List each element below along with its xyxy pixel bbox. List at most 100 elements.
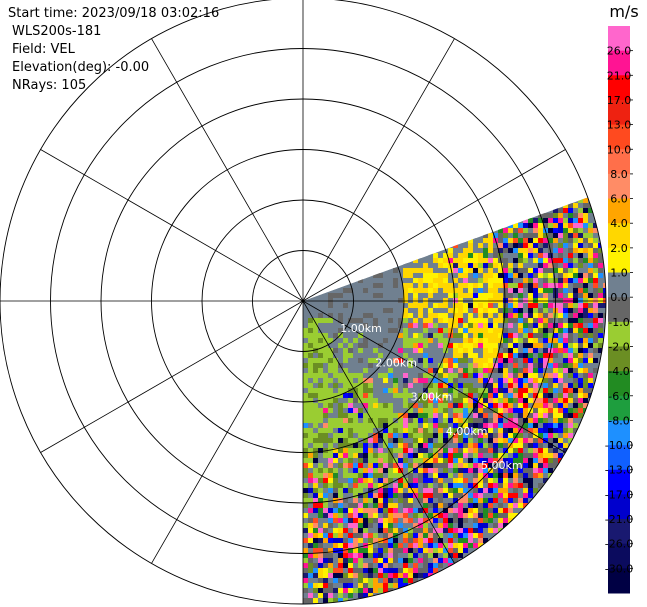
velocity-bin xyxy=(543,258,548,263)
velocity-bin xyxy=(523,288,528,293)
velocity-bin xyxy=(428,513,433,518)
velocity-bin xyxy=(483,413,488,418)
velocity-bin xyxy=(458,278,463,283)
velocity-bin xyxy=(358,503,363,508)
velocity-bin xyxy=(403,418,408,423)
velocity-bin xyxy=(533,218,538,223)
velocity-bin xyxy=(353,468,358,473)
velocity-bin xyxy=(558,438,563,443)
velocity-bin xyxy=(583,308,588,313)
colorbar-swatch xyxy=(608,99,630,126)
colorbar-swatch xyxy=(608,198,630,224)
velocity-bin xyxy=(403,318,408,323)
velocity-bin xyxy=(533,223,538,228)
velocity-bin xyxy=(543,408,548,413)
velocity-bin xyxy=(448,248,453,253)
velocity-bin xyxy=(498,523,503,528)
velocity-bin xyxy=(353,483,358,488)
velocity-bin xyxy=(308,423,313,428)
velocity-bin xyxy=(388,533,393,538)
velocity-bin xyxy=(328,433,333,438)
velocity-bin xyxy=(523,353,528,358)
velocity-bin xyxy=(448,308,453,313)
velocity-bin xyxy=(458,303,463,308)
velocity-bin xyxy=(508,398,513,403)
velocity-bin xyxy=(448,283,453,288)
velocity-bin xyxy=(488,458,493,463)
colorbar-swatch xyxy=(608,494,630,520)
velocity-bin xyxy=(453,348,458,353)
velocity-bin xyxy=(308,393,313,398)
velocity-bin xyxy=(563,258,568,263)
velocity-bin xyxy=(478,433,483,438)
velocity-bin xyxy=(423,533,428,538)
velocity-bin xyxy=(338,473,343,478)
velocity-bin xyxy=(318,508,323,513)
velocity-bin xyxy=(303,543,308,548)
velocity-bin xyxy=(398,298,403,303)
velocity-bin xyxy=(568,258,573,263)
velocity-bin xyxy=(433,468,438,473)
velocity-bin xyxy=(313,578,318,583)
velocity-bin xyxy=(478,438,483,443)
velocity-bin xyxy=(303,498,308,503)
velocity-bin xyxy=(398,478,403,483)
velocity-bin xyxy=(388,473,393,478)
velocity-bin xyxy=(333,438,338,443)
velocity-bin xyxy=(363,313,368,318)
velocity-bin xyxy=(598,323,603,328)
velocity-bin xyxy=(558,358,563,363)
colorbar-tick-label: -8.0 xyxy=(608,414,629,427)
velocity-bin xyxy=(363,588,368,593)
velocity-bin xyxy=(558,448,563,453)
velocity-bin xyxy=(468,238,473,243)
velocity-bin xyxy=(478,398,483,403)
velocity-bin xyxy=(468,288,473,293)
velocity-bin xyxy=(413,533,418,538)
velocity-bin xyxy=(423,418,428,423)
velocity-bin xyxy=(483,338,488,343)
colorbar-swatch xyxy=(608,371,630,397)
velocity-bin xyxy=(493,403,498,408)
velocity-bin xyxy=(448,453,453,458)
velocity-bin xyxy=(518,393,523,398)
velocity-bin xyxy=(588,268,593,273)
velocity-bin xyxy=(558,233,563,238)
velocity-bin xyxy=(508,513,513,518)
velocity-bin xyxy=(328,348,333,353)
velocity-bin xyxy=(533,373,538,378)
velocity-bin xyxy=(303,423,308,428)
velocity-bin xyxy=(328,538,333,543)
velocity-bin xyxy=(478,503,483,508)
velocity-bin xyxy=(498,238,503,243)
velocity-bin xyxy=(433,273,438,278)
velocity-bin xyxy=(563,383,568,388)
velocity-bin xyxy=(493,428,498,433)
velocity-bin xyxy=(473,458,478,463)
velocity-bin xyxy=(558,398,563,403)
velocity-bin xyxy=(453,318,458,323)
velocity-bin xyxy=(423,468,428,473)
velocity-bin xyxy=(523,223,528,228)
velocity-bin xyxy=(593,268,598,273)
velocity-bin xyxy=(393,523,398,528)
velocity-bin xyxy=(338,598,343,603)
velocity-bin xyxy=(343,503,348,508)
velocity-bin xyxy=(343,338,348,343)
velocity-bin xyxy=(453,478,458,483)
velocity-bin xyxy=(393,553,398,558)
velocity-bin xyxy=(313,478,318,483)
velocity-bin xyxy=(398,428,403,433)
velocity-bin xyxy=(543,333,548,338)
velocity-bin xyxy=(498,298,503,303)
velocity-bin xyxy=(378,423,383,428)
velocity-bin xyxy=(578,358,583,363)
velocity-bin xyxy=(508,438,513,443)
velocity-bin xyxy=(348,583,353,588)
velocity-bin xyxy=(308,508,313,513)
velocity-bin xyxy=(468,503,473,508)
velocity-bin xyxy=(398,458,403,463)
velocity-bin xyxy=(423,513,428,518)
colorbar-swatch xyxy=(608,247,630,274)
velocity-bin xyxy=(433,323,438,328)
